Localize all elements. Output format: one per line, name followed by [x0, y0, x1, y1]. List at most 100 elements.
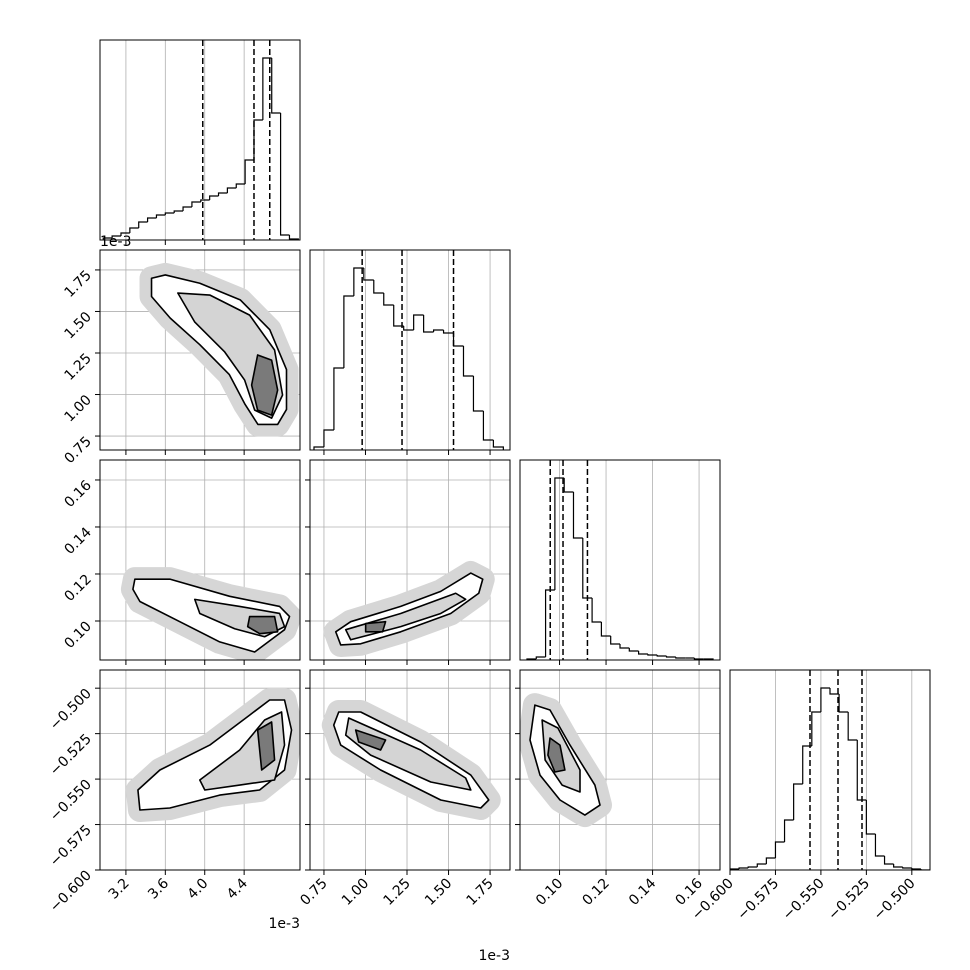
panel: −0.600−0.575−0.550−0.525−0.500	[689, 669, 931, 924]
hist-bin	[413, 314, 424, 330]
hist-bin	[482, 411, 494, 441]
hist-bin	[323, 429, 334, 447]
y-tick-label: −0.525	[47, 731, 95, 779]
hist-bin	[217, 192, 228, 196]
y-tick-label: −0.500	[47, 686, 95, 734]
hist-bin	[893, 864, 903, 868]
panel-frame	[309, 669, 511, 871]
y-tick-label: 0.10	[61, 619, 94, 652]
hist-bin	[738, 867, 749, 869]
hist-bin	[874, 834, 885, 857]
x-offset-label: 1e-3	[479, 948, 510, 964]
hist-bin	[472, 376, 484, 412]
plot-area	[520, 693, 612, 828]
panel-frame	[519, 459, 721, 661]
hist-bin	[244, 159, 254, 184]
panel-frame	[99, 459, 301, 661]
plot-area	[323, 561, 495, 657]
plot-area	[526, 460, 714, 660]
x-tick-label: −0.575	[734, 876, 782, 924]
hist-bin	[820, 687, 830, 712]
y-tick-label: 1.50	[61, 309, 94, 342]
hist-bin	[638, 651, 648, 655]
x-tick-label: 0.10	[533, 876, 566, 909]
hist-bin	[173, 210, 184, 213]
plot-area	[313, 250, 504, 450]
contour	[256, 721, 276, 771]
x-tick-label: −0.500	[871, 876, 919, 924]
hist-bin	[111, 235, 121, 238]
y-tick-label: 1.00	[61, 392, 94, 425]
x-tick-label: 3.2	[106, 876, 133, 903]
hist-bin	[535, 656, 546, 659]
hist-bin	[628, 648, 639, 652]
x-tick-label: −0.550	[780, 876, 828, 924]
hist-bin	[432, 329, 444, 332]
hist-bin	[120, 232, 130, 236]
hist-bin	[865, 800, 876, 835]
hist-bin	[619, 644, 630, 649]
hist-bin	[774, 841, 785, 858]
y-tick-label: 1.75	[61, 267, 94, 300]
panel-frame	[519, 669, 721, 871]
panel: 0.10 0.12 0.14 0.16	[61, 459, 301, 665]
x-tick-label: 3.6	[145, 875, 172, 902]
panel	[309, 249, 511, 455]
hist-bin	[847, 712, 858, 741]
hist-bin	[373, 280, 384, 294]
plot-area	[125, 688, 300, 822]
hist-bin	[235, 183, 246, 188]
hist-bin	[793, 783, 803, 820]
hist-bin	[600, 622, 611, 637]
hist-bin	[403, 326, 414, 331]
panel-frame	[99, 39, 301, 241]
hist-bin	[802, 745, 812, 784]
hist-bin	[442, 330, 454, 334]
y-offset-label: 1e-3	[100, 234, 131, 250]
panel-frame	[729, 669, 931, 871]
panel-frame	[309, 459, 511, 661]
hist-bin	[756, 863, 767, 867]
hist-bin	[610, 636, 620, 645]
x-tick-label: 0.14	[626, 875, 659, 908]
hist-bin	[544, 589, 555, 657]
x-tick-label: 1.50	[422, 876, 455, 909]
plot-area	[139, 262, 299, 437]
hist-bin	[647, 654, 658, 656]
plot-area	[120, 567, 300, 660]
plot-area	[102, 40, 299, 240]
hist-bin	[656, 655, 667, 657]
panel-frame	[99, 669, 301, 871]
x-tick-label: 0.12	[580, 876, 613, 909]
panel-frame	[309, 249, 511, 451]
hist-bin	[829, 688, 840, 695]
x-offset-label: 1e-3	[269, 916, 300, 932]
hist-bin	[554, 477, 565, 590]
hist-bin	[313, 446, 324, 450]
hist-bin	[675, 657, 686, 659]
x-tick-label: 1.75	[464, 876, 497, 909]
contour	[547, 737, 566, 773]
plot-area	[730, 670, 930, 870]
x-tick-label: 0.75	[297, 876, 330, 909]
hist-bin	[563, 478, 574, 493]
panel	[519, 459, 721, 665]
hist-bin	[383, 293, 394, 306]
hist-bin	[462, 346, 474, 377]
y-tick-label: −0.575	[47, 822, 95, 870]
panel-frame	[99, 249, 301, 451]
hist-bin	[838, 694, 849, 713]
panel: 3.2 3.6 4.0 4.4 −0.600−0.575−0.550−0.525−0.5…	[47, 669, 301, 932]
y-tick-label: 0.16	[61, 477, 94, 510]
hist-bin	[591, 598, 602, 623]
contour	[246, 615, 279, 635]
hist-bin	[423, 315, 434, 333]
hist-bin	[200, 199, 210, 202]
plot-area	[321, 700, 501, 820]
hist-bin	[138, 221, 148, 228]
hist-bin	[747, 866, 758, 868]
hist-bin	[182, 206, 192, 211]
y-tick-label: −0.550	[47, 777, 95, 825]
hist-bin	[902, 867, 912, 869]
